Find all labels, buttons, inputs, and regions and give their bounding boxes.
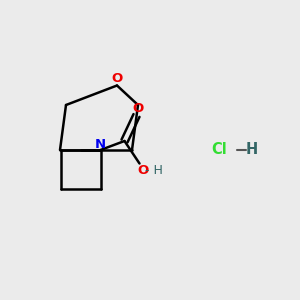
Text: O: O: [132, 102, 144, 116]
Text: O: O: [137, 164, 149, 177]
Text: H: H: [246, 142, 258, 158]
Text: - H: - H: [145, 164, 163, 177]
Text: Cl: Cl: [211, 142, 227, 158]
Text: O: O: [111, 71, 123, 85]
Text: N: N: [95, 138, 106, 151]
